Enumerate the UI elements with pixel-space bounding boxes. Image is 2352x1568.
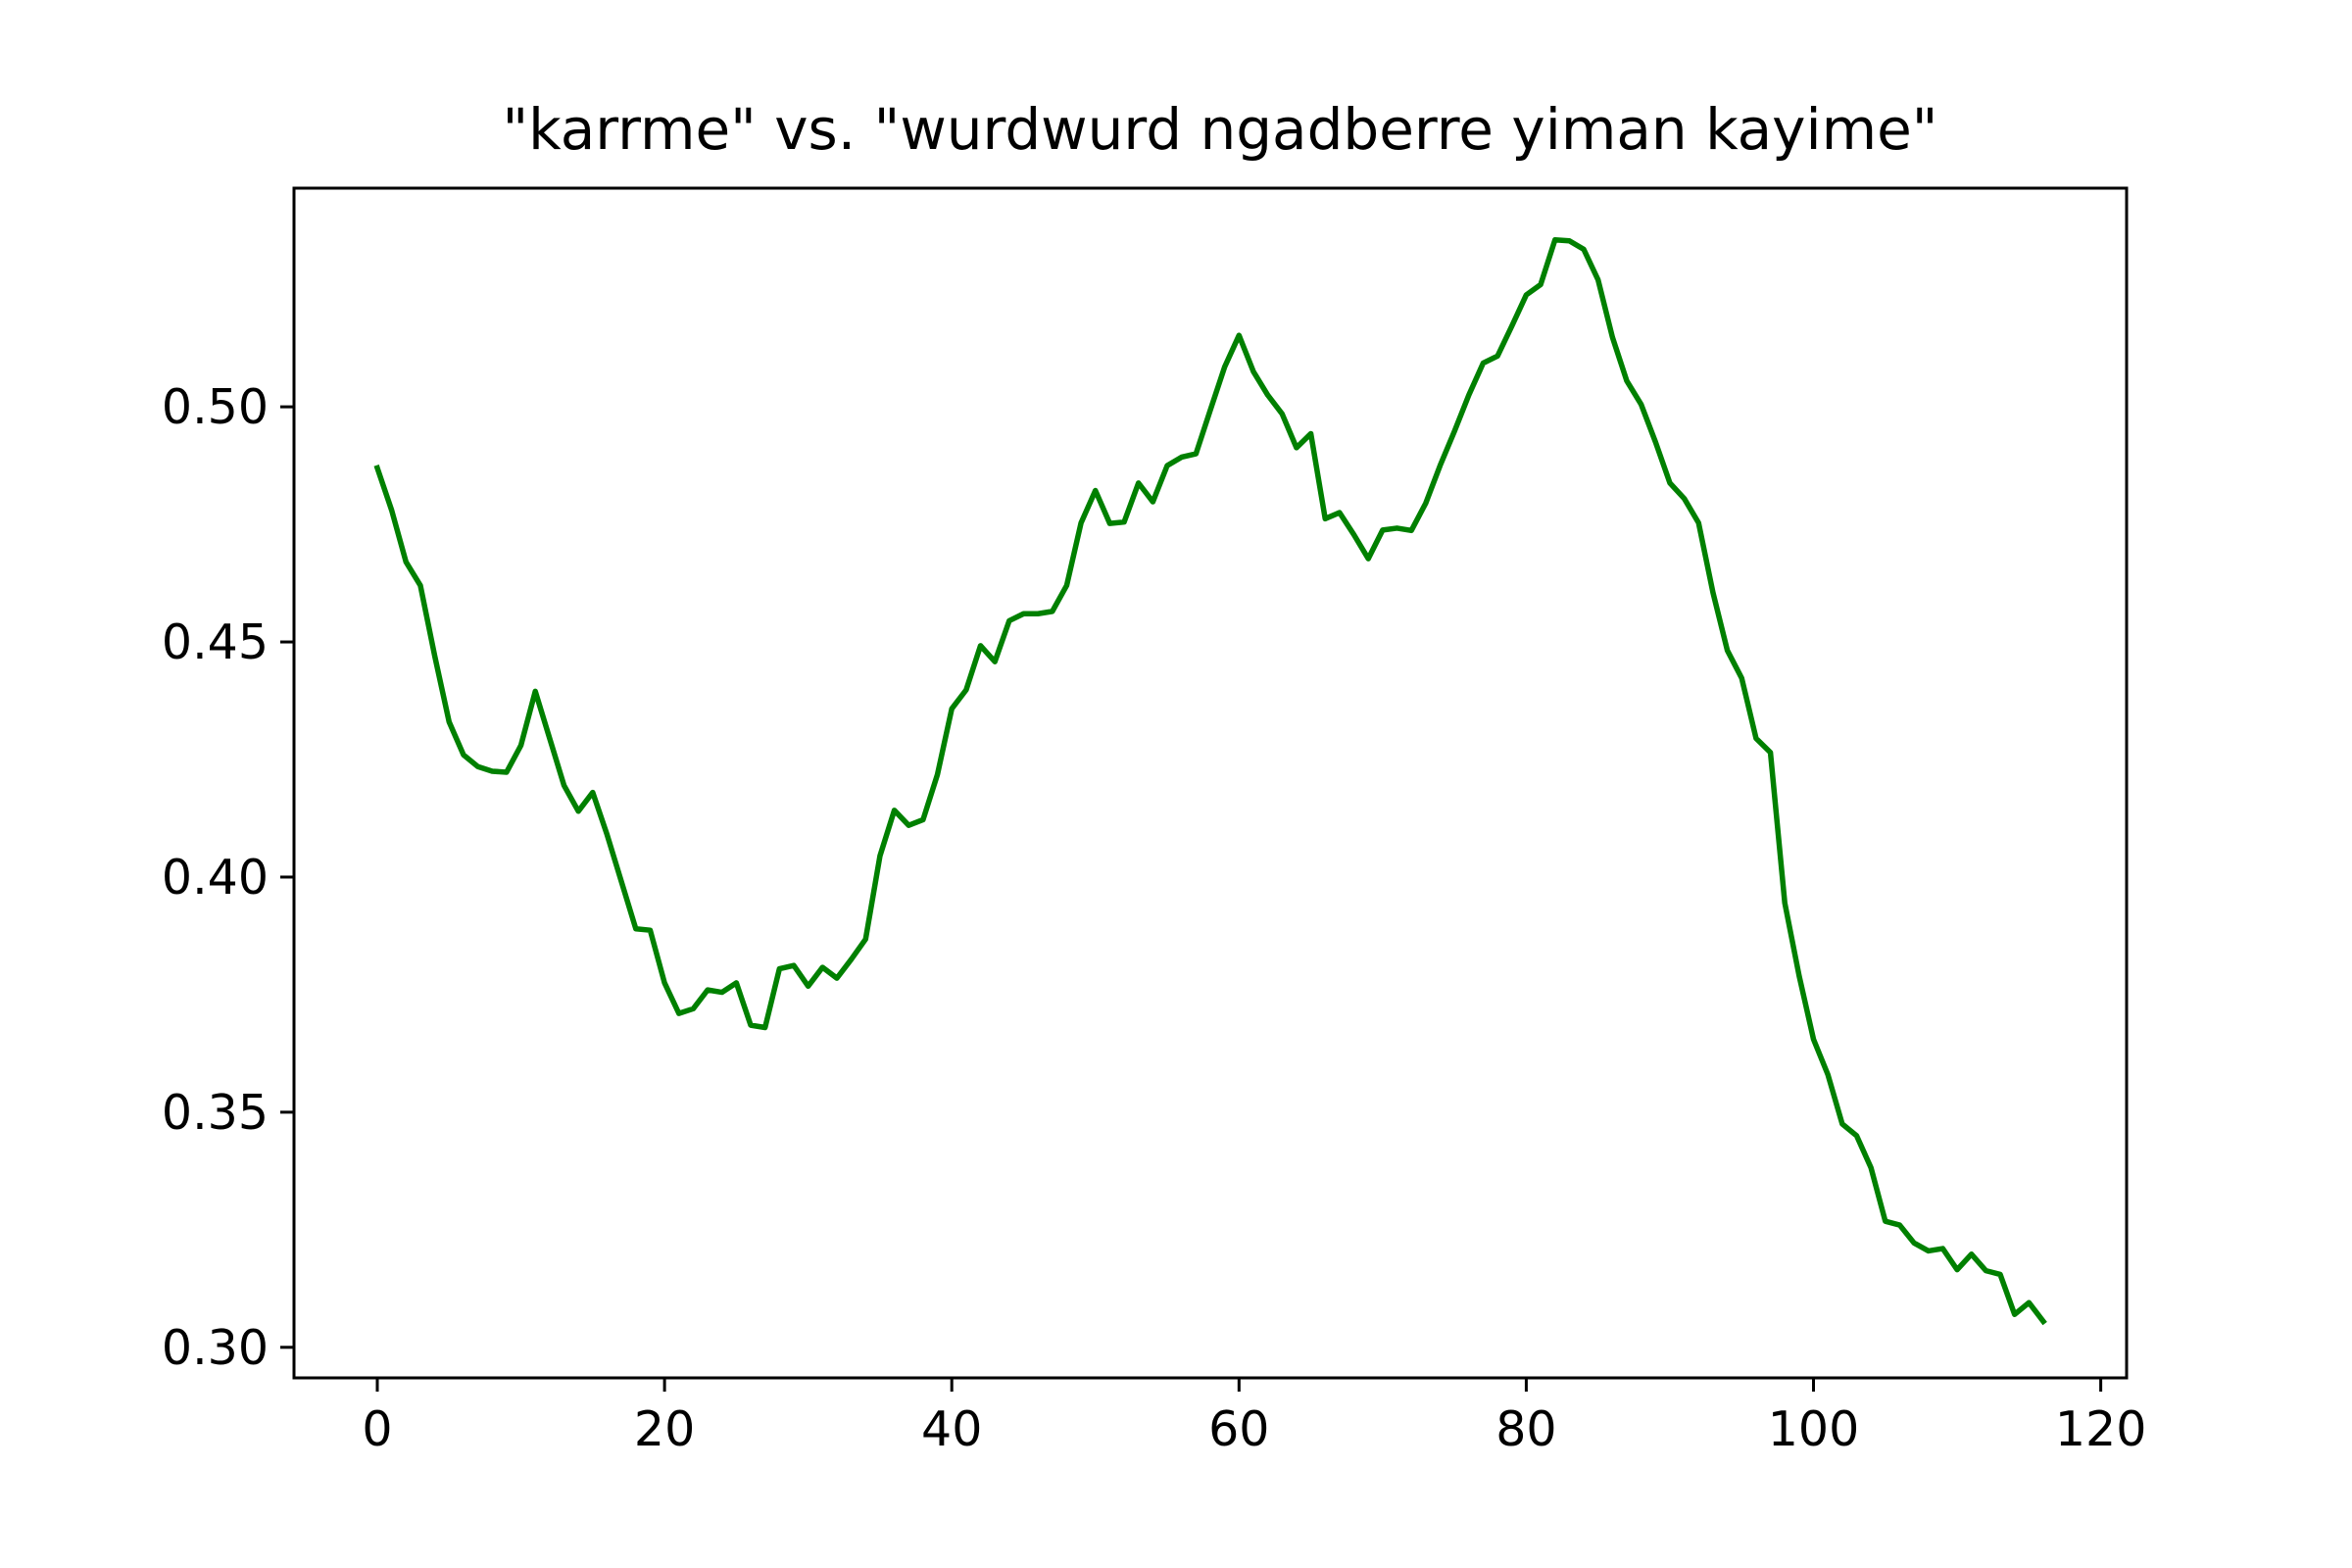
plot-area <box>292 186 2129 1380</box>
axes-frame <box>292 186 2129 1380</box>
chart-title: "karrme" vs. "wurdwurd ngadberre yiman k… <box>503 96 1938 163</box>
y-tick-label-0.40: 0.40 <box>162 850 269 906</box>
y-tick-label-0.50: 0.50 <box>162 379 269 435</box>
x-tick-label-0: 0 <box>362 1401 392 1457</box>
y-tick-label-0.30: 0.30 <box>162 1320 269 1376</box>
y-axis: 0.30 0.35 0.40 0.45 0.50 <box>162 379 294 1376</box>
series-layer <box>373 237 2047 1326</box>
x-tick-label-100: 100 <box>1768 1401 1860 1457</box>
x-tick-label-60: 60 <box>1208 1401 1269 1457</box>
x-tick-label-40: 40 <box>921 1401 982 1457</box>
x-axis: 0 20 40 60 80 100 120 <box>362 1378 2146 1457</box>
y-tick-label-0.45: 0.45 <box>162 614 269 670</box>
x-tick-label-20: 20 <box>634 1401 695 1457</box>
x-tick-label-80: 80 <box>1495 1401 1556 1457</box>
series-line-0 <box>373 237 2047 1326</box>
y-tick-label-0.35: 0.35 <box>162 1085 269 1141</box>
x-tick-label-120: 120 <box>2055 1401 2147 1457</box>
